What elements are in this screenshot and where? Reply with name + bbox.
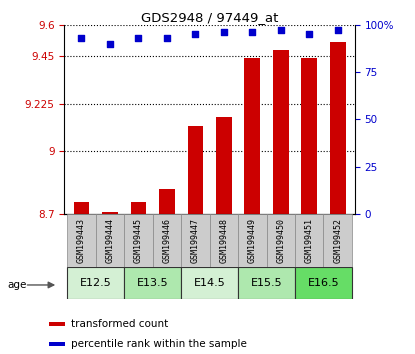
Text: transformed count: transformed count (71, 319, 168, 329)
Bar (210, 214, 238, 267)
Text: GSM199444: GSM199444 (105, 218, 115, 263)
Text: GSM199447: GSM199447 (191, 218, 200, 263)
Bar (49, 342, 65, 346)
Bar (124, 267, 181, 299)
Text: GSM199449: GSM199449 (248, 218, 257, 263)
Point (220, 29, 227, 35)
Bar (266, 214, 295, 267)
Text: E15.5: E15.5 (251, 278, 282, 288)
Point (164, 35, 170, 41)
Text: GSM199446: GSM199446 (162, 218, 171, 263)
Bar (73, 201, 89, 214)
Text: E14.5: E14.5 (194, 278, 225, 288)
Text: GSM199443: GSM199443 (77, 218, 86, 263)
Bar (324, 214, 352, 267)
Bar (244, 58, 260, 214)
Text: E16.5: E16.5 (308, 278, 339, 288)
Text: GSM199445: GSM199445 (134, 218, 143, 263)
Bar (49, 322, 65, 326)
Bar (238, 267, 295, 299)
Text: GSM199452: GSM199452 (333, 218, 342, 263)
Bar (295, 267, 352, 299)
Point (192, 32, 199, 37)
Bar (95, 214, 124, 267)
Point (249, 29, 256, 35)
Bar (216, 118, 232, 214)
Bar (330, 42, 346, 214)
Bar (238, 214, 266, 267)
Bar (131, 201, 146, 214)
Text: GSM199451: GSM199451 (305, 218, 314, 263)
Bar (124, 214, 153, 267)
Bar (102, 212, 118, 214)
Text: E12.5: E12.5 (80, 278, 112, 288)
Point (334, 28, 341, 33)
Text: age: age (7, 280, 27, 290)
Text: percentile rank within the sample: percentile rank within the sample (71, 339, 247, 349)
Text: GSM199450: GSM199450 (276, 218, 285, 263)
Bar (295, 214, 324, 267)
Bar (301, 58, 317, 214)
Title: GDS2948 / 97449_at: GDS2948 / 97449_at (141, 11, 278, 24)
Bar (153, 214, 181, 267)
Bar (67, 214, 95, 267)
Text: GSM199448: GSM199448 (219, 218, 228, 263)
Bar (67, 267, 124, 299)
Text: E13.5: E13.5 (137, 278, 168, 288)
Point (135, 35, 142, 41)
Point (306, 32, 312, 37)
Bar (159, 189, 175, 214)
Bar (181, 214, 210, 267)
Point (107, 41, 113, 46)
Bar (181, 267, 238, 299)
Bar (273, 50, 288, 214)
Point (78, 35, 85, 41)
Bar (188, 126, 203, 214)
Point (278, 28, 284, 33)
